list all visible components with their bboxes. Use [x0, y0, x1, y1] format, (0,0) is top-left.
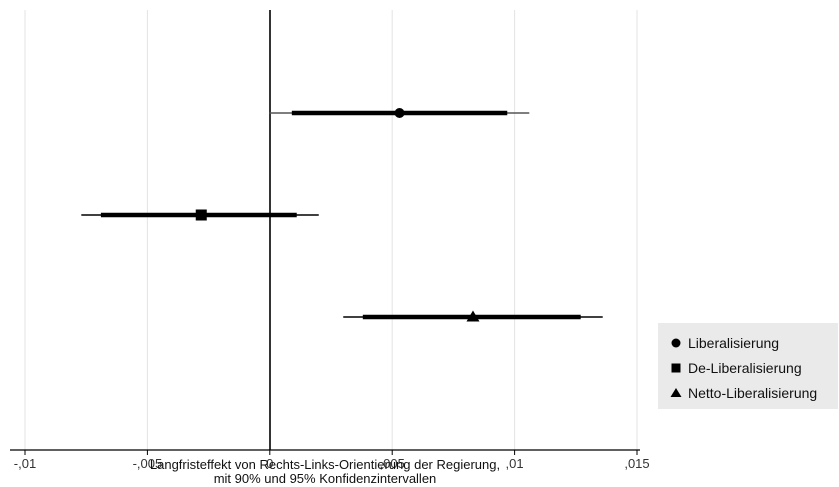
x-axis-title-line-1: Langfristeffekt von Rechts-Links-Orienti… [150, 457, 500, 472]
estimate-point [466, 310, 480, 322]
estimate-point [394, 108, 405, 118]
legend-box [658, 323, 838, 409]
series-layer [81, 108, 603, 322]
x-axis-ticks: -,01 -,005 0 ,005 ,01 ,015 [14, 450, 650, 471]
x-tick-label: ,01 [506, 456, 524, 471]
legend-triangle-icon [670, 388, 682, 397]
x-tick-label: ,005 [380, 456, 405, 471]
x-tick-label: -,005 [133, 456, 163, 471]
x-tick-label: ,015 [624, 456, 649, 471]
legend-square-icon [671, 363, 681, 373]
estimate-point [195, 209, 207, 221]
legend-circle-icon [671, 338, 681, 348]
series-netto-liberalisierung [343, 310, 603, 322]
x-axis-title-line-2: mit 90% und 95% Konfidenzintervallen [214, 471, 437, 486]
x-tick-label: 0 [266, 456, 273, 471]
series-de-liberalisierung [81, 209, 319, 221]
x-tick-label: -,01 [14, 456, 36, 471]
legend-label-netto-liberalisierung: Netto-Liberalisierung [688, 385, 817, 401]
legend: Liberalisierung De-Liberalisierung Netto… [658, 323, 838, 409]
legend-label-de-liberalisierung: De-Liberalisierung [688, 360, 802, 376]
legend-label-liberalisierung: Liberalisierung [688, 335, 779, 351]
series-liberalisierung [269, 108, 530, 118]
grid-lines [24, 10, 638, 450]
